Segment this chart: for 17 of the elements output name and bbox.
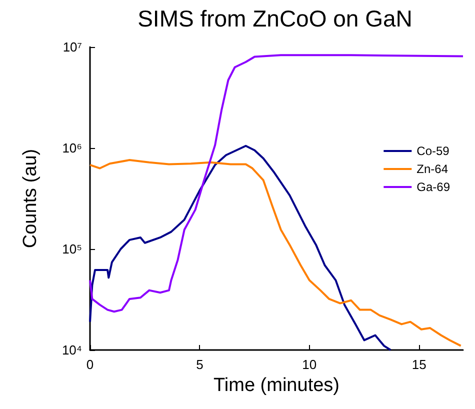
x-tick-label: 15 xyxy=(412,357,426,372)
legend-label: Co-59 xyxy=(416,144,450,158)
line-series xyxy=(89,54,464,313)
y-tick-label: 10⁶ xyxy=(62,140,82,156)
x-axis-title: Time (minutes) xyxy=(214,375,340,396)
y-tick-label: 10⁵ xyxy=(62,242,82,256)
line-series xyxy=(89,144,392,351)
legend-label: Zn-64 xyxy=(416,162,448,176)
y-axis-title: Counts (au) xyxy=(20,148,41,248)
x-tick-label: 0 xyxy=(86,357,94,372)
y-tick-label: 10⁴ xyxy=(62,342,82,358)
legend-label: Ga-69 xyxy=(416,180,450,194)
x-tick-label: 10 xyxy=(302,357,317,372)
line-series xyxy=(89,159,462,347)
x-tick-label: 5 xyxy=(196,357,204,372)
chart-title: SIMS from ZnCoO on GaN xyxy=(138,6,412,32)
y-tick-label: 10⁷ xyxy=(62,40,82,54)
